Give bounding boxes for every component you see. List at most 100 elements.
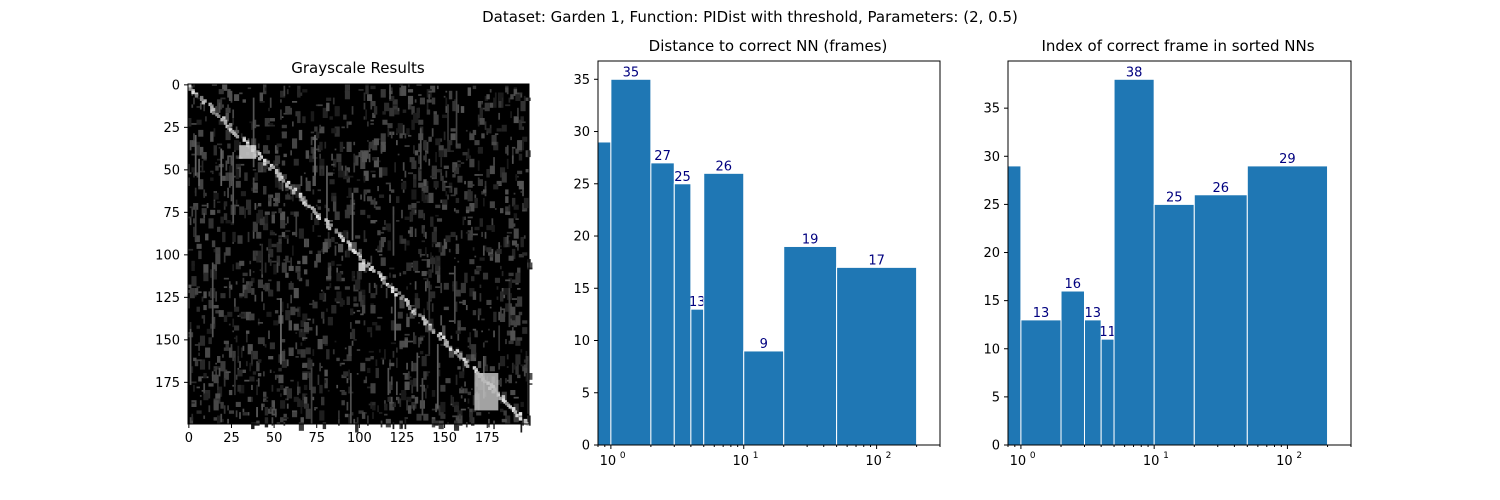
- heatmap-cell: [433, 114, 439, 125]
- heatmap-cell: [525, 97, 531, 101]
- heatmap-cell: [235, 199, 238, 205]
- heatmap-cell: [303, 322, 310, 333]
- heatmap-cell: [286, 216, 289, 224]
- heatmap-cell: [407, 172, 414, 175]
- heatmap-cell: [332, 201, 337, 212]
- heatmap-cell: [288, 347, 293, 350]
- heatmap-cell: [295, 189, 301, 198]
- heatmap-cell: [505, 85, 509, 90]
- heatmap-cell: [274, 163, 279, 166]
- heatmap-cell: [452, 101, 456, 112]
- heatmap-cell: [295, 265, 301, 271]
- heatmap-cell: [319, 384, 323, 394]
- heatmap-cell: [510, 111, 512, 118]
- heatmap-cell: [264, 118, 270, 127]
- heatmap-cell: [513, 364, 516, 370]
- heatmap-cell: [365, 376, 368, 382]
- heatmap-cell: [500, 408, 504, 413]
- heatmap-cell: [281, 160, 286, 166]
- heatmap-diagonal-cell: [314, 211, 318, 215]
- heatmap-cell: [276, 242, 282, 253]
- heatmap-cell: [329, 116, 333, 120]
- heatmap-cell: [298, 422, 304, 431]
- heatmap-cell: [211, 240, 216, 248]
- heatmap-cell: [213, 417, 217, 421]
- heatmap-cell: [423, 140, 427, 151]
- heatmap-streak: [198, 158, 200, 186]
- heatmap-cell: [334, 245, 337, 256]
- heatmap-cell: [326, 308, 328, 312]
- heatmap-cell: [346, 378, 349, 384]
- heatmap-cell: [288, 85, 291, 88]
- heatmap-cell: [443, 282, 449, 290]
- heatmap-cell: [425, 354, 431, 356]
- heatmap-diagonal-cell: [281, 179, 286, 183]
- heatmap-cell: [460, 162, 465, 164]
- heatmap-cell: [513, 413, 519, 423]
- heatmap-cell: [329, 220, 333, 222]
- heatmap-cell: [373, 138, 379, 146]
- heatmap-cell: [389, 267, 395, 270]
- heatmap-cell: [404, 333, 410, 336]
- heatmap-cell: [416, 201, 420, 203]
- heatmap-cell: [237, 235, 243, 244]
- heatmap-cell: [317, 104, 323, 107]
- heatmap-diagonal-cell: [269, 163, 274, 168]
- heatmap-cell: [498, 362, 501, 370]
- heatmap-cell: [363, 116, 366, 120]
- heatmap-cell: [411, 119, 415, 130]
- heatmap-cell: [208, 383, 214, 387]
- heatmap-cell: [407, 340, 414, 343]
- heatmap-cell: [413, 112, 419, 124]
- heatmap-cell: [324, 141, 327, 149]
- heatmap-cell: [382, 167, 388, 176]
- heatmap-cell: [263, 186, 267, 195]
- heatmap-streak: [234, 357, 236, 396]
- heatmap-cell: [506, 92, 509, 95]
- heatmap-cell: [505, 279, 511, 282]
- heatmap-cell: [264, 211, 270, 215]
- heatmap-cell: [460, 106, 465, 113]
- heatmap-cell: [399, 298, 405, 309]
- distance-histogram-y-tick-label: 35: [573, 73, 590, 88]
- heatmap-cell: [517, 140, 523, 151]
- heatmap-cell: [281, 231, 286, 237]
- heatmap-cell: [230, 175, 233, 186]
- heatmap-cell: [203, 101, 206, 112]
- heatmap-cell: [498, 92, 504, 101]
- heatmap-diagonal-cell: [459, 356, 463, 360]
- heatmap-cell: [493, 141, 499, 151]
- heatmap-cell: [471, 276, 475, 282]
- heatmap-cell: [274, 310, 279, 314]
- heatmap-cell: [191, 123, 197, 125]
- heatmap-cell: [380, 141, 386, 151]
- heatmap-cell: [500, 245, 502, 248]
- heatmap-cell: [300, 400, 306, 407]
- heatmap-diagonal-cell: [518, 417, 523, 421]
- heatmap-cell: [288, 320, 293, 331]
- heatmap-cell: [411, 160, 417, 169]
- heatmap-cell: [346, 231, 349, 239]
- heatmap-cell: [220, 361, 226, 372]
- heatmap-cell: [220, 216, 224, 224]
- heatmap-cell: [438, 420, 444, 430]
- heatmap-cell: [488, 412, 490, 414]
- heatmap-cell: [474, 199, 478, 209]
- heatmap-cell: [235, 262, 241, 270]
- heatmap-cell: [418, 337, 420, 348]
- heatmap-cell: [242, 272, 248, 277]
- heatmap-cell: [367, 386, 373, 389]
- heatmap-cell: [465, 158, 468, 161]
- heatmap-cell: [276, 388, 281, 392]
- heatmap-cell: [500, 356, 506, 367]
- heatmap-cell: [384, 237, 386, 243]
- heatmap-cell: [525, 373, 528, 382]
- heatmap-cell: [314, 260, 318, 268]
- heatmap-cell: [421, 187, 425, 192]
- heatmap-cell: [303, 384, 308, 390]
- heatmap-cell: [464, 398, 466, 402]
- heatmap-cell: [418, 155, 420, 164]
- heatmap-cell: [503, 237, 509, 248]
- heatmap-cell: [457, 415, 463, 426]
- heatmap-cell: [208, 361, 211, 370]
